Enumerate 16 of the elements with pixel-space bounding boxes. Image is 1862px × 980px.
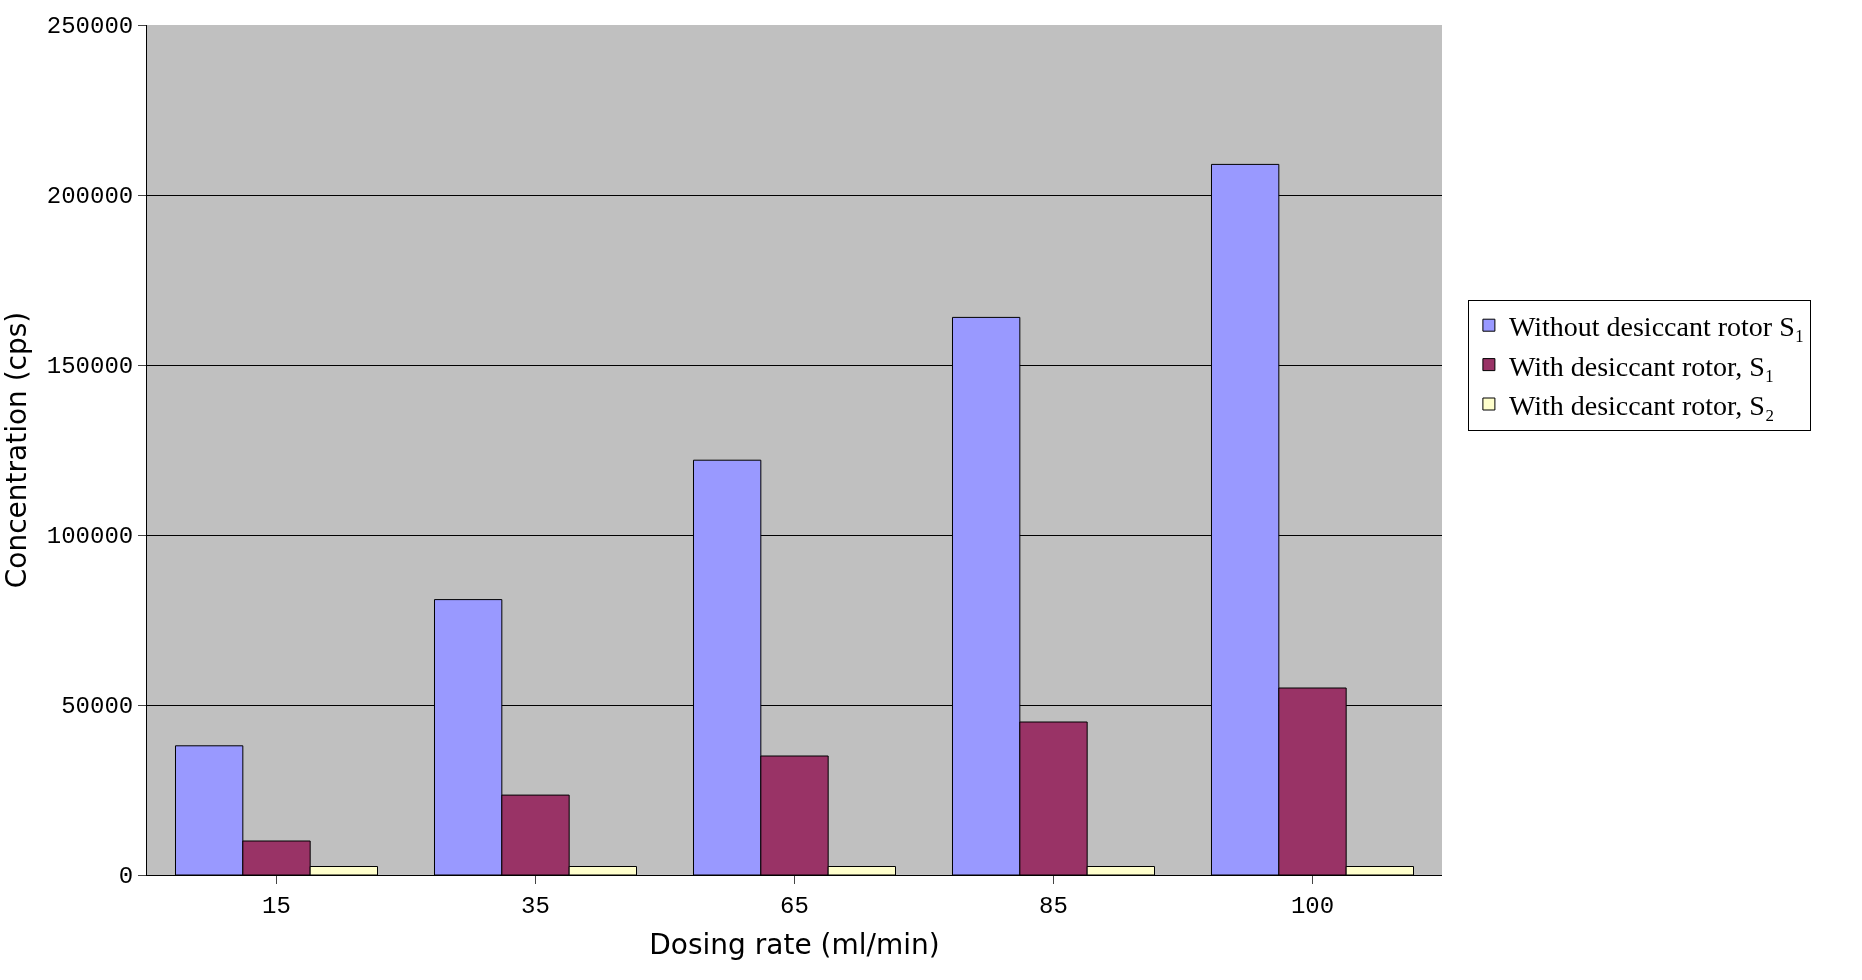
legend-label: With desiccant rotor, S₂ — [1508, 389, 1775, 421]
y-tick-label: 50000 — [61, 693, 134, 721]
y-tick-label: 0 — [118, 863, 134, 891]
y-tick-label: 200000 — [46, 183, 134, 211]
y-axis-title: Concentration (cps) — [0, 311, 33, 589]
x-tick-label: 85 — [1039, 892, 1068, 920]
x-tick-label: 15 — [262, 892, 291, 920]
x-tick-label: 65 — [780, 892, 809, 920]
y-tick-label: 250000 — [46, 13, 134, 41]
legend-label: Without desiccant rotor S₁ — [1508, 311, 1805, 343]
y-tick-label: 150000 — [46, 353, 134, 381]
x-tick-label: 35 — [521, 892, 550, 920]
x-axis-title: Dosing rate (ml/min) — [649, 927, 940, 961]
y-tick-label: 100000 — [46, 523, 134, 551]
legend-label: With desiccant rotor, S₁ — [1508, 350, 1775, 382]
x-tick-label: 100 — [1290, 892, 1335, 920]
